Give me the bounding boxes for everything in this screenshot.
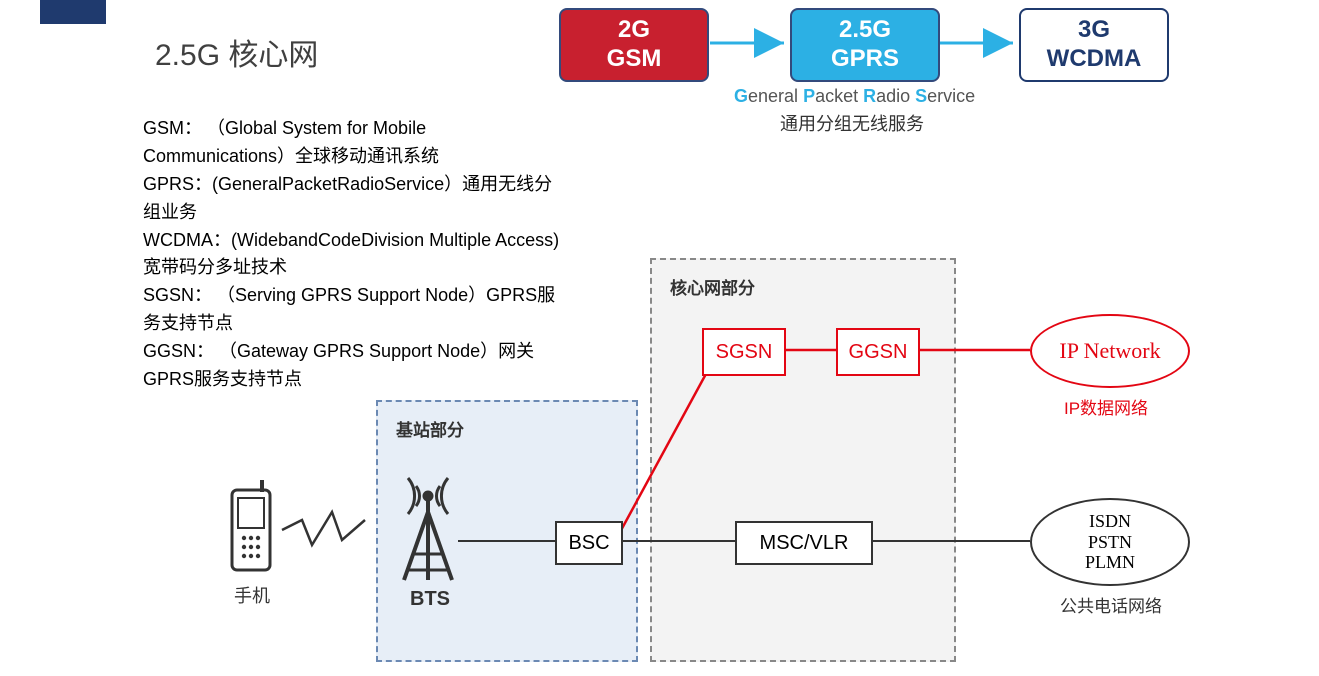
definition-line: WCDMA：(WidebandCodeDivision Multiple Acc… — [143, 227, 563, 283]
region-core: 核心网部分 — [650, 258, 956, 662]
definition-line: GSM： （Global System for Mobile Communica… — [143, 115, 563, 171]
node-ggsn-label: GGSN — [849, 341, 908, 364]
node-ip-network-label: IP Network — [1059, 338, 1160, 364]
gprs-cn-caption: 通用分组无线服务 — [780, 110, 924, 136]
definition-line: GPRS：(GeneralPacketRadioService）通用无线分组业务 — [143, 171, 563, 227]
node-ip-network-sub: IP数据网络 — [1064, 394, 1148, 419]
definitions-block: GSM： （Global System for Mobile Communica… — [143, 115, 563, 394]
evolution-box-3g: 3GWCDMA — [1019, 8, 1169, 82]
slide-title: 2.5G 核心网 — [155, 30, 318, 74]
gprs-acronym-caption: General Packet Radio Service — [734, 86, 975, 107]
evolution-box-25g: 2.5GGPRS — [790, 8, 940, 82]
region-core-label: 核心网部分 — [670, 274, 755, 299]
node-bsc-label: BSC — [568, 532, 609, 555]
node-ggsn: GGSN — [836, 328, 920, 376]
header-accent-square — [40, 0, 106, 24]
node-sgsn: SGSN — [702, 328, 786, 376]
node-pstn: ISDNPSTNPLMN — [1030, 498, 1190, 586]
node-ip-network: IP Network — [1030, 314, 1190, 388]
phone-label: 手机 — [234, 582, 270, 608]
node-sgsn-label: SGSN — [716, 341, 773, 364]
region-bts-label: 基站部分 — [396, 416, 464, 441]
node-pstn-sub: 公共电话网络 — [1060, 592, 1162, 617]
node-mscvlr-label: MSC/VLR — [760, 532, 849, 555]
bts-label: BTS — [410, 588, 450, 611]
phone-icon — [232, 480, 270, 570]
definition-line: GGSN： （Gateway GPRS Support Node）网关GPRS服… — [143, 338, 563, 394]
node-mscvlr: MSC/VLR — [735, 521, 873, 565]
definition-line: SGSN： （Serving GPRS Support Node）GPRS服务支… — [143, 282, 563, 338]
evolution-box-2g: 2GGSM — [559, 8, 709, 82]
node-bsc: BSC — [555, 521, 623, 565]
link-phone-bts — [282, 512, 365, 545]
